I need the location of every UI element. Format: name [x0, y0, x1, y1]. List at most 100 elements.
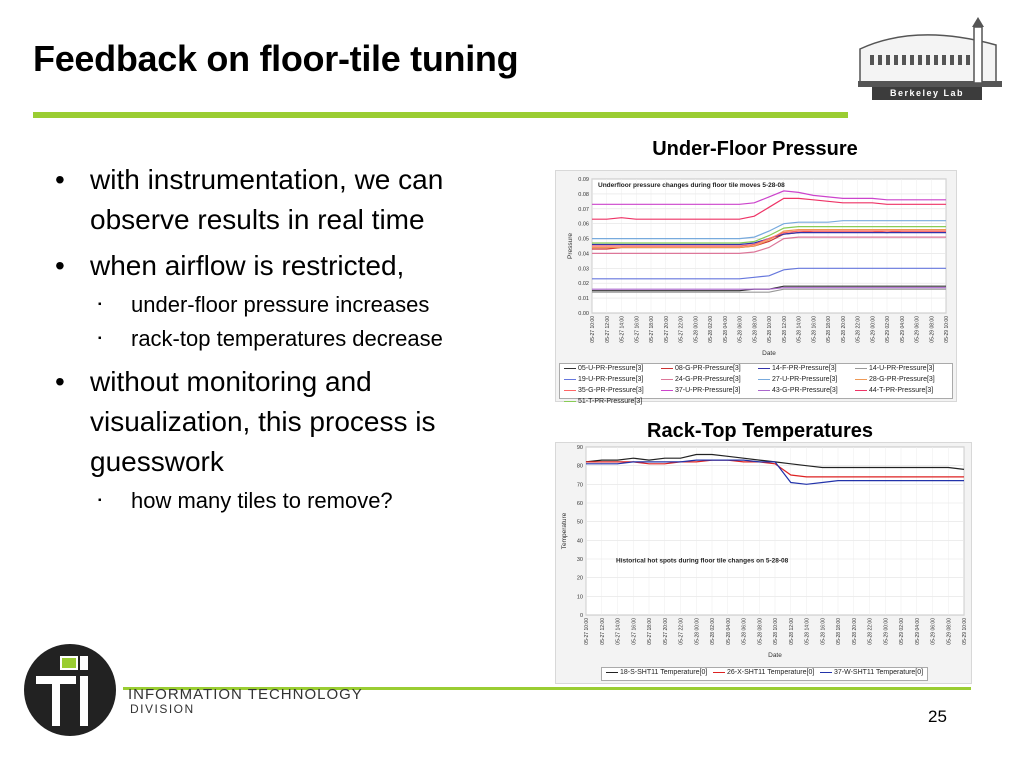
- it-division-line1: INFORMATION TECHNOLOGY: [128, 686, 363, 703]
- legend-item: 14-F-PR-Pressure[3]: [758, 365, 837, 372]
- series-line: [592, 230, 946, 247]
- legend-swatch: [606, 671, 618, 673]
- x-tick-label: 05-27 18:00: [649, 316, 655, 343]
- x-tick-label: 05-28 16:00: [811, 316, 817, 343]
- legend-swatch: [758, 367, 770, 369]
- series-line: [592, 225, 946, 244]
- sub-bullet-list: how many tiles to remove?: [90, 484, 475, 518]
- y-tick-label: 0.01: [578, 296, 589, 302]
- legend-item: 51-T-PR-Pressure[3]: [564, 398, 642, 405]
- legend-label: 51-T-PR-Pressure[3]: [578, 398, 643, 405]
- legend-item: 14-U-PR-Pressure[3]: [855, 365, 934, 372]
- chart-title: Underfloor pressure changes during floor…: [598, 182, 785, 189]
- x-tick-label: 05-29 00:00: [870, 316, 876, 343]
- x-tick-label: 05-29 06:00: [931, 618, 937, 645]
- bullet-item: without monitoring and visualization, th…: [55, 362, 475, 518]
- y-tick-label: 0.09: [578, 177, 589, 183]
- y-tick-label: 70: [577, 482, 583, 488]
- y-tick-label: 30: [577, 557, 583, 563]
- x-tick-label: 05-29 00:00: [883, 618, 889, 645]
- it-logo-icon: [24, 644, 116, 736]
- x-tick-label: 05-28 22:00: [856, 316, 862, 343]
- legend-swatch: [855, 389, 867, 391]
- temperature-chart: 0 10 20 30 40 50 60 70 80 90 05-27 10:00 05-27 12:0…: [555, 442, 972, 684]
- x-tick-label: 05-29 08:00: [946, 618, 952, 645]
- y-tick-label: 20: [577, 576, 583, 582]
- legend-swatch: [855, 378, 867, 380]
- x-tick-label: 05-28 10:00: [767, 316, 773, 343]
- x-tick-label: 05-27 16:00: [631, 618, 637, 645]
- legend-swatch: [564, 400, 576, 402]
- legend-item: 28-G-PR-Pressure[3]: [855, 376, 935, 383]
- x-tick-label: 05-27 20:00: [663, 618, 669, 645]
- x-tick-label: 05-28 00:00: [693, 316, 699, 343]
- legend-label: 35-G-PR-Pressure[3]: [578, 387, 644, 394]
- x-tick-label: 05-29 02:00: [899, 618, 905, 645]
- legend-item: 35-G-PR-Pressure[3]: [564, 387, 644, 394]
- x-tick-label: 05-29 10:00: [944, 316, 950, 343]
- legend-swatch: [564, 389, 576, 391]
- sub-bullet-list: under-floor pressure increases rack-top …: [90, 288, 475, 356]
- x-axis-label: Date: [762, 350, 776, 357]
- legend-swatch: [713, 671, 725, 673]
- x-tick-label: 05-29 08:00: [929, 316, 935, 343]
- x-tick-label: 05-27 20:00: [664, 316, 670, 343]
- x-tick-label: 05-27 16:00: [634, 316, 640, 343]
- x-axis-label: Date: [768, 652, 782, 659]
- y-tick-label: 0.07: [578, 207, 589, 213]
- y-tick-label: 0.03: [578, 266, 589, 272]
- bullet-text: when airflow is restricted,: [90, 250, 405, 281]
- x-tick-label: 05-29 06:00: [915, 316, 921, 343]
- y-tick-label: 10: [577, 594, 583, 600]
- y-tick-label: 90: [577, 445, 583, 451]
- temperature-chart-plot: 0 10 20 30 40 50 60 70 80 90 05-27 10:00 05-27 12:0…: [561, 445, 968, 659]
- legend-item: 44-T-PR-Pressure[3]: [855, 387, 933, 394]
- bullet-item: when airflow is restricted, under-floor …: [55, 246, 475, 356]
- series-line: [592, 287, 946, 290]
- x-tick-label: 05-28 04:00: [726, 618, 732, 645]
- chart-title: Historical hot spots during floor tile c…: [616, 558, 789, 565]
- berkeley-lab-label: Berkeley Lab: [872, 87, 982, 100]
- bullet-list: with instrumentation, we can observe res…: [55, 160, 475, 524]
- legend-swatch: [758, 389, 770, 391]
- legend-item: 27-U-PR-Pressure[3]: [758, 376, 837, 383]
- legend-label: 28-G-PR-Pressure[3]: [869, 376, 935, 383]
- x-tick-label: 05-27 18:00: [647, 618, 653, 645]
- series-line: [592, 267, 946, 280]
- sub-bullet-item: how many tiles to remove?: [90, 484, 475, 518]
- page-number: 25: [928, 707, 947, 726]
- legend-swatch: [661, 378, 673, 380]
- pressure-chart-plot: 0.00 0.01 0.02 0.03 0.04 0.05 0.06 0.07 0.08 0.09…: [567, 177, 950, 357]
- x-tick-label: 05-29 10:00: [962, 618, 968, 645]
- x-tick-label: 05-28 08:00: [752, 316, 758, 343]
- legend-label: 14-U-PR-Pressure[3]: [869, 365, 935, 372]
- berkeley-lab-logo-icon: [858, 17, 1002, 87]
- series-line: [586, 459, 964, 485]
- legend-label: 37-U-PR-Pressure[3]: [675, 387, 741, 394]
- x-tick-label: 05-27 14:00: [616, 618, 622, 645]
- y-tick-label: 80: [577, 464, 583, 470]
- series-line: [592, 288, 946, 293]
- x-tick-label: 05-28 22:00: [868, 618, 874, 645]
- x-tick-label: 05-28 12:00: [782, 316, 788, 343]
- legend-label: 43-G-PR-Pressure[3]: [772, 387, 838, 394]
- pressure-chart-caption: Under-Floor Pressure: [652, 138, 858, 160]
- x-tick-label: 05-29 04:00: [915, 618, 921, 645]
- sub-bullet-item: under-floor pressure increases: [90, 288, 475, 322]
- x-tick-label: 05-28 02:00: [708, 316, 714, 343]
- x-tick-label: 05-28 18:00: [836, 618, 842, 645]
- x-tick-label: 05-28 04:00: [723, 316, 729, 343]
- y-tick-label: 0: [580, 613, 583, 619]
- legend-item: 37-W-SHT11 Temperature[0]: [820, 669, 923, 676]
- y-tick-label: 0.04: [578, 251, 589, 257]
- legend-item: 43-G-PR-Pressure[3]: [758, 387, 838, 394]
- it-division-line2: DIVISION: [130, 702, 195, 716]
- x-tick-label: 05-28 16:00: [820, 618, 826, 645]
- legend-label: 05-U-PR-Pressure[3]: [578, 365, 644, 372]
- x-tick-label: 05-28 08:00: [757, 618, 763, 645]
- x-tick-label: 05-27 22:00: [679, 316, 685, 343]
- legend-swatch: [661, 367, 673, 369]
- x-tick-label: 05-28 18:00: [826, 316, 832, 343]
- series-line: [592, 220, 946, 240]
- y-tick-label: 0.08: [578, 192, 589, 198]
